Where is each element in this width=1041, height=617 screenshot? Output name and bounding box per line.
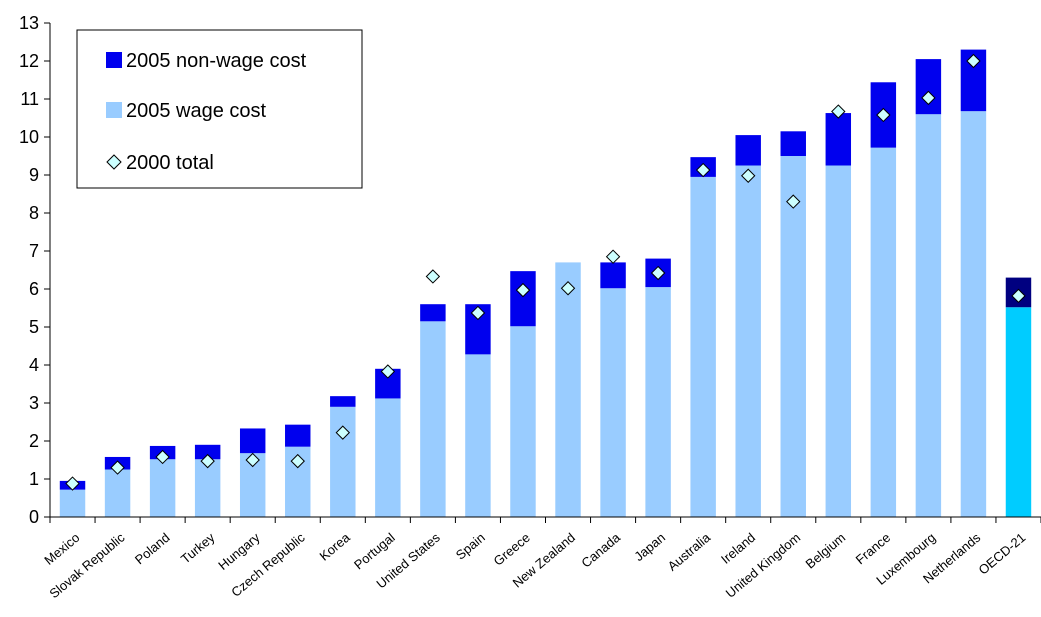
- marker-2000-total: [605, 249, 621, 264]
- marker-2000-total: [921, 90, 936, 106]
- y-tick-label: 13: [19, 13, 39, 33]
- y-tick-label: 12: [19, 51, 39, 71]
- marker-2000-total: [380, 364, 396, 379]
- bar-non-wage: [510, 271, 536, 327]
- bar-non-wage: [915, 59, 942, 115]
- marker-2000-total: [290, 453, 305, 469]
- marker-2000-total: [335, 425, 351, 440]
- x-category-label: Greece: [491, 530, 533, 569]
- bar-wage: [59, 489, 86, 517]
- marker-2000-total: [470, 305, 486, 321]
- x-category-label: Japan: [631, 530, 668, 564]
- bar-non-wage: [239, 428, 266, 454]
- x-category-label: Slovak Republic: [46, 529, 127, 601]
- y-tick-label: 3: [29, 393, 39, 413]
- bar-wage: [690, 176, 716, 517]
- bar-non-wage: [735, 135, 761, 166]
- marker-2000-total: [695, 162, 711, 178]
- bar-non-wage: [194, 444, 221, 460]
- y-tick-label: 0: [29, 507, 39, 527]
- x-category-label: Australia: [665, 529, 714, 573]
- y-tick-label: 6: [29, 279, 39, 299]
- marker-2000-total: [650, 265, 666, 281]
- bar-wage: [194, 459, 221, 517]
- marker-2000-total: [200, 453, 215, 469]
- y-tick-label: 4: [29, 355, 39, 375]
- x-category-label: Poland: [132, 530, 173, 568]
- x-category-label: France: [853, 530, 894, 568]
- marker-2000-total: [515, 282, 531, 298]
- legend: 2005 non-wage cost 2005 wage cost 2000 t…: [76, 29, 363, 189]
- y-tick-label: 2: [29, 431, 39, 451]
- y-tick-label: 1: [29, 469, 39, 489]
- bar-non-wage: [285, 424, 311, 447]
- marker-2000-total: [831, 104, 846, 119]
- bar-non-wage: [780, 131, 806, 156]
- marker-2000-total: [786, 194, 801, 209]
- legend-swatch-non-wage: [106, 52, 122, 68]
- x-category-label: Spain: [453, 530, 488, 563]
- y-tick-label: 9: [29, 165, 39, 185]
- bar-wage: [825, 165, 852, 517]
- x-category-label: Turkey: [178, 529, 218, 566]
- bar-wage: [600, 288, 626, 517]
- marker-2000-total: [966, 53, 981, 69]
- marker-2000-total: [876, 107, 891, 123]
- marker-2000-total: [740, 168, 756, 183]
- y-tick-label: 7: [29, 241, 39, 261]
- bar-non-wage: [420, 304, 446, 322]
- bar-wage: [465, 354, 491, 517]
- bar-non-wage: [825, 113, 852, 166]
- bar-wage: [1005, 307, 1032, 517]
- bar-wage: [149, 459, 176, 517]
- y-tick-label: 8: [29, 203, 39, 223]
- x-category-label: Mexico: [41, 530, 82, 568]
- bar-wage: [780, 156, 806, 517]
- marker-2000-total: [425, 269, 441, 284]
- y-tick-label: 11: [20, 89, 39, 109]
- y-tick-label: 5: [29, 317, 39, 337]
- bar-wage: [555, 262, 581, 517]
- markers-layer: [65, 53, 1026, 491]
- marker-2000-total: [560, 281, 576, 296]
- legend-swatch-wage: [106, 102, 122, 118]
- marker-2000-total: [65, 476, 80, 491]
- bar-wage: [375, 398, 401, 517]
- marker-2000-total: [110, 460, 125, 475]
- bar-wage: [104, 469, 131, 517]
- x-category-label: Canada: [578, 529, 623, 570]
- x-category-label: Belgium: [803, 530, 849, 572]
- legend-label-non-wage: 2005 non-wage cost: [126, 50, 307, 72]
- bars-layer: [59, 49, 1032, 517]
- bar-wage: [330, 406, 356, 517]
- marker-2000-total: [245, 452, 260, 468]
- legend-label-wage: 2005 wage cost: [126, 100, 267, 122]
- bar-non-wage: [330, 396, 356, 407]
- legend-marker-2000: [106, 154, 122, 170]
- bar-wage: [870, 147, 897, 517]
- bar-wage: [915, 114, 942, 517]
- bar-non-wage: [600, 262, 626, 289]
- x-category-label: Korea: [316, 529, 353, 563]
- bar-wage: [420, 321, 446, 517]
- marker-2000-total: [1011, 288, 1026, 304]
- bar-wage: [510, 326, 536, 517]
- y-tick-label: 10: [19, 127, 39, 147]
- x-category-label: OECD-21: [976, 530, 1029, 578]
- bar-wage: [960, 111, 987, 517]
- x-category-label: Ireland: [718, 530, 758, 567]
- marker-2000-total: [155, 449, 170, 465]
- bar-wage: [645, 287, 671, 517]
- legend-label-2000: 2000 total: [126, 152, 214, 174]
- bar-wage: [735, 165, 761, 517]
- legend-box: [76, 29, 363, 189]
